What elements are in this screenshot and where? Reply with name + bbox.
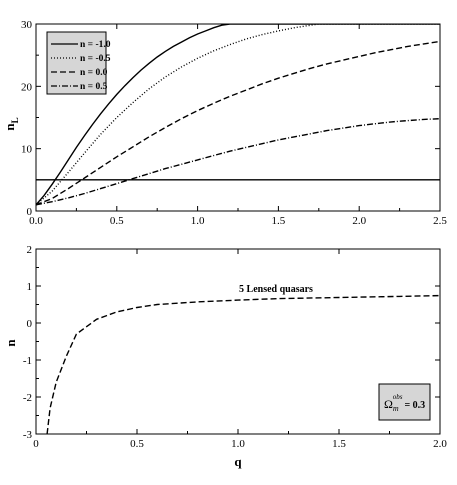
bottom-x-axis-label: q [234, 454, 242, 469]
top-y-tick-label: 10 [21, 144, 33, 156]
top-y-tick-label: 30 [21, 19, 33, 31]
bottom-y-tick-label: 0 [27, 318, 33, 330]
omega-box: Ωm obs= 0.3 [378, 383, 431, 421]
top-series-line-2 [36, 24, 440, 206]
top-legend-box [46, 31, 107, 95]
bottom-x-tick-label: 0.5 [130, 438, 144, 450]
top-x-axis: 0.0 0.5 1.0 1.5 2.0 2.5 [29, 24, 447, 227]
top-legend: n = -1.0 n = -0.5 n = 0.0 n = 0.5 [46, 31, 111, 95]
legend-label-series-3: n = 0.0 [80, 68, 108, 78]
bottom-chart-panel: 0 0.5 1.0 1.5 2.0 -3 -2 -1 0 1 2 n q 5 Lensed qua… [3, 244, 447, 469]
omega-superscript: obs [393, 393, 403, 401]
bottom-y-tick-label: 2 [27, 244, 33, 256]
omega-box-rect [378, 383, 431, 421]
top-series-line-3 [36, 40, 440, 206]
omega-value: = 0.3 [404, 400, 425, 411]
bottom-y-tick-label: -2 [23, 392, 32, 404]
legend-label-series-2: n = -0.5 [80, 54, 111, 64]
bottom-series-group [46, 294, 440, 434]
legend-label-series-4: n = 0.5 [80, 82, 108, 92]
top-x-tick-label: 2.0 [352, 215, 366, 227]
bottom-x-tick-label: 1.0 [231, 438, 245, 450]
top-x-tick-label: 1.0 [191, 215, 205, 227]
top-y-axis-label: nL [2, 117, 20, 130]
bottom-y-tick-label: -1 [23, 355, 32, 367]
top-x-tick-label: 0.0 [29, 215, 43, 227]
bottom-x-tick-label: 0 [33, 438, 39, 450]
top-series-line-4 [36, 118, 440, 206]
top-series-group [36, 24, 440, 206]
top-chart-panel: 0.0 0.5 1.0 1.5 2.0 2.5 0 10 20 30 nL n = -1.0 n… [2, 19, 447, 227]
top-x-tick-label: 0.5 [110, 215, 124, 227]
top-y-tick-label: 20 [21, 81, 33, 93]
bottom-x-tick-label: 2.0 [433, 438, 447, 450]
bottom-y-tick-label: 1 [27, 281, 33, 293]
bottom-x-tick-label: 1.5 [332, 438, 346, 450]
top-x-tick-label: 1.5 [272, 215, 286, 227]
omega-symbol: Ω [384, 397, 393, 411]
bottom-y-tick-label: -3 [23, 429, 33, 441]
legend-label-series-1: n = -1.0 [80, 40, 111, 50]
bottom-y-axis-label: n [3, 339, 18, 347]
top-y-tick-label: 0 [27, 206, 33, 218]
bottom-y-axis: -3 -2 -1 0 1 2 [23, 244, 440, 441]
lensed-quasars-annotation: 5 Lensed quasars [239, 284, 313, 295]
bottom-series-line-1 [46, 294, 440, 434]
top-x-tick-label: 2.5 [433, 215, 447, 227]
top-series-line-1 [36, 24, 440, 206]
top-y-axis-label-main: n [2, 123, 17, 131]
omega-label: Ωm obs= 0.3 [384, 393, 425, 413]
top-y-axis-label-sub: L [10, 117, 20, 123]
omega-subscript: m [393, 404, 399, 413]
bottom-x-axis: 0 0.5 1.0 1.5 2.0 [33, 249, 447, 450]
